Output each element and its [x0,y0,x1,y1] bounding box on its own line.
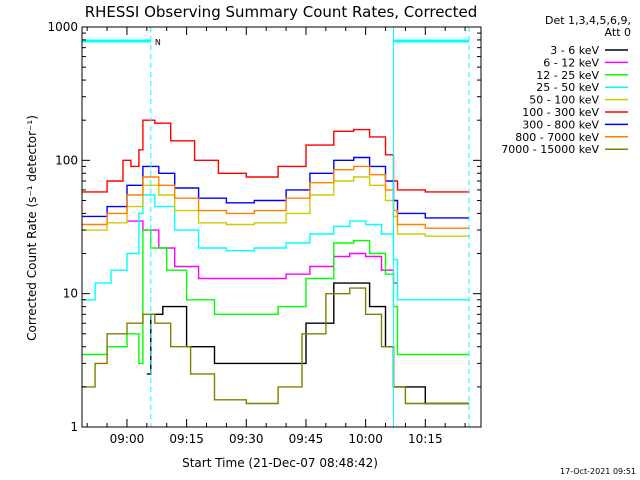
x-tick-label-2: 09:30 [229,432,264,446]
chart-title: RHESSI Observing Summary Count Rates, Co… [85,3,478,21]
legend-label-8: 7000 - 15000 keV [501,143,599,156]
marker-layer [150,27,470,427]
series-line-2 [82,229,470,365]
series-layer [82,119,470,405]
x-axis-label: Start Time (21-Dec-07 08:48:42) [182,456,378,470]
legend-label-7: 800 - 7000 keV [515,131,599,144]
footer-timestamp: 17-Oct-2021 09:51 [560,467,636,476]
legend-label-3: 25 - 50 keV [536,81,599,94]
legend-header-line-2: Att 0 [605,26,631,39]
x-tick-label-3: 09:45 [289,432,324,446]
series-line-8 [82,287,470,405]
series-line-7 [82,165,470,229]
legend-label-5: 100 - 300 keV [522,106,599,119]
y-tick-label-2: 100 [55,153,78,167]
series-line-3 [82,194,470,301]
plot-frame [81,26,482,428]
legend-header-line-1: Det 1,3,4,5,6,9, [545,14,631,27]
series-line-0 [146,282,470,405]
flag-label-0: N [155,38,161,47]
flag-layer: N [82,38,470,47]
x-tick-layer: 09:00 09:15 09:30 09:45 10:00 10:15 [86,27,466,446]
y-axis-label: Corrected Count Rate (s⁻¹ detector⁻¹) [25,115,39,341]
legend-label-4: 50 - 100 keV [529,94,599,107]
legend-label-2: 12 - 25 keV [536,69,599,82]
x-tick-label-1: 09:15 [169,432,204,446]
x-tick-label-5: 10:15 [408,432,443,446]
series-line-6 [82,156,470,219]
legend-label-6: 300 - 800 keV [522,118,599,131]
series-line-5 [82,119,470,193]
series-line-1 [127,220,398,284]
legend-label-1: 6 - 12 keV [543,56,599,69]
legend-label-0: 3 - 6 keV [550,44,599,57]
x-tick-label-4: 10:00 [348,432,383,446]
y-tick-label-3: 1000 [47,20,78,34]
x-tick-label-0: 09:00 [110,432,145,446]
y-tick-label-1: 10 [63,287,78,301]
y-tick-label-0: 1 [70,420,78,434]
y-tick-layer: 1 10 100 1000 [47,20,481,434]
